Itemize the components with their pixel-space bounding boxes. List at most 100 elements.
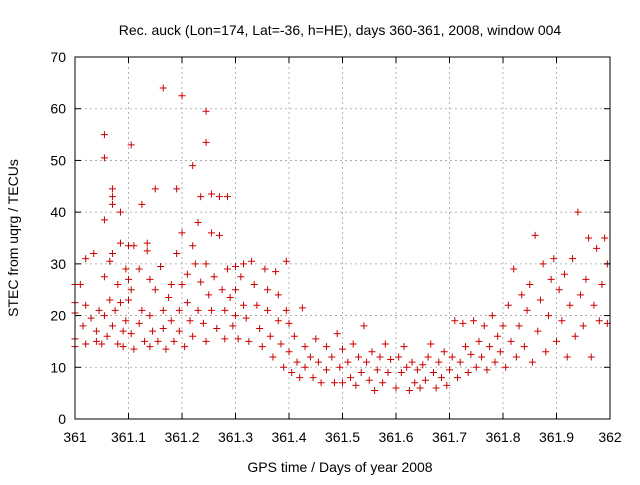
- data-point: [116, 208, 124, 216]
- data-point: [119, 343, 127, 351]
- data-point: [322, 366, 330, 374]
- data-point: [285, 348, 293, 356]
- data-point: [330, 379, 338, 387]
- x-tick-label: 361.9: [539, 429, 574, 445]
- data-point: [167, 281, 175, 289]
- data-point: [547, 275, 555, 283]
- data-point: [328, 353, 336, 361]
- x-tick-label: 361.2: [164, 429, 199, 445]
- x-tick-label: 361.8: [485, 429, 520, 445]
- data-point: [154, 337, 162, 345]
- data-point: [411, 379, 419, 387]
- data-point: [574, 208, 582, 216]
- data-point: [272, 268, 280, 276]
- y-tick-label: 40: [50, 204, 66, 220]
- data-point: [114, 281, 122, 289]
- data-point: [381, 340, 389, 348]
- data-point: [397, 368, 405, 376]
- data-point: [119, 327, 127, 335]
- data-point: [240, 260, 248, 268]
- data-point: [467, 350, 475, 358]
- data-point: [437, 374, 445, 382]
- data-point: [443, 381, 451, 389]
- data-point: [333, 330, 341, 338]
- data-point: [360, 322, 368, 330]
- data-point: [215, 231, 223, 239]
- data-point: [585, 234, 593, 242]
- data-point: [542, 348, 550, 356]
- data-point: [108, 322, 116, 330]
- data-point: [189, 332, 197, 340]
- x-tick-label: 361.1: [111, 429, 146, 445]
- data-point: [223, 193, 231, 201]
- data-point: [183, 299, 191, 307]
- data-point: [146, 275, 154, 283]
- data-point: [106, 257, 114, 265]
- data-point: [293, 358, 301, 366]
- data-point: [339, 379, 346, 387]
- x-tick-label: 361: [63, 429, 87, 445]
- y-axis-label: STEC from uqrg / TECUs: [5, 159, 21, 317]
- data-point: [459, 319, 467, 327]
- data-point: [507, 337, 515, 345]
- data-point: [544, 312, 552, 320]
- data-point: [403, 363, 411, 371]
- data-point: [290, 332, 298, 340]
- data-point: [240, 301, 248, 309]
- data-point: [363, 358, 371, 366]
- data-point: [314, 358, 322, 366]
- data-point: [478, 353, 486, 361]
- data-point: [288, 368, 296, 376]
- data-point: [178, 229, 186, 237]
- data-point: [178, 92, 186, 100]
- data-point: [456, 358, 464, 366]
- data-point: [392, 384, 400, 392]
- data-point: [376, 353, 384, 361]
- data-point: [579, 322, 587, 330]
- data-point: [518, 291, 526, 299]
- data-point: [413, 366, 421, 374]
- data-point: [499, 322, 507, 330]
- data-point: [207, 229, 215, 237]
- data-point: [368, 348, 376, 356]
- data-point: [336, 363, 344, 371]
- data-point: [114, 340, 122, 348]
- x-tick-label: 362: [598, 429, 622, 445]
- data-point: [470, 317, 478, 325]
- data-point: [151, 185, 159, 193]
- data-point: [261, 265, 269, 273]
- data-point: [159, 306, 167, 314]
- data-point: [232, 262, 239, 270]
- data-point: [528, 358, 536, 366]
- data-point: [186, 317, 194, 325]
- data-point: [157, 262, 165, 270]
- data-point: [355, 353, 363, 361]
- data-point: [558, 317, 566, 325]
- data-point: [550, 255, 558, 263]
- data-point: [553, 337, 560, 345]
- data-point: [130, 242, 138, 250]
- data-point: [226, 293, 234, 301]
- data-point: [280, 363, 288, 371]
- data-point: [122, 265, 130, 273]
- data-point: [232, 312, 239, 320]
- data-point: [130, 345, 138, 353]
- data-point: [365, 376, 373, 384]
- data-point: [448, 353, 456, 361]
- data-point: [416, 384, 424, 392]
- data-point: [269, 353, 277, 361]
- data-point: [111, 306, 119, 314]
- grid-lines: [75, 57, 610, 419]
- data-point: [424, 353, 432, 361]
- data-point: [76, 281, 84, 289]
- data-point: [274, 317, 282, 325]
- data-point: [207, 306, 215, 314]
- y-tick-label: 20: [50, 308, 66, 324]
- data-point: [116, 239, 124, 247]
- data-point: [82, 255, 90, 263]
- data-point: [100, 216, 108, 224]
- y-tick-label: 0: [58, 411, 66, 427]
- data-points: [71, 84, 611, 395]
- data-point: [536, 296, 544, 304]
